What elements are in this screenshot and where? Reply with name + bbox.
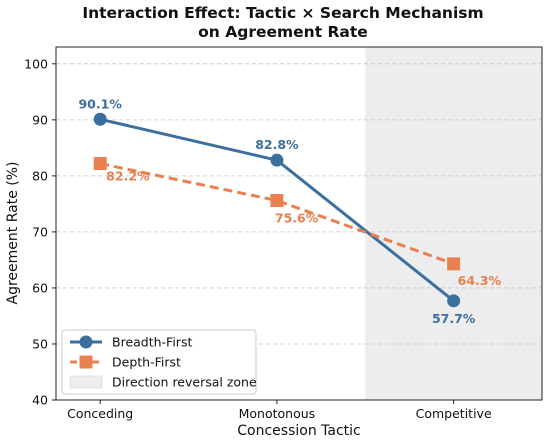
y-tick-label: 40	[32, 393, 48, 408]
data-label: 82.8%	[255, 137, 299, 152]
legend-label: Direction reversal zone	[112, 375, 257, 390]
data-label: 82.2%	[106, 169, 150, 184]
legend-marker	[79, 335, 93, 349]
data-label: 64.3%	[458, 273, 502, 288]
data-point	[93, 112, 107, 126]
plot-frame	[55, 46, 543, 401]
chart-subtitle: on Agreement Rate	[198, 23, 368, 41]
y-tick-label: 90	[32, 112, 48, 127]
legend-marker	[79, 355, 93, 369]
legend-label: Depth-First	[112, 355, 181, 370]
plot-area: 40 50 60 70 80 90 100 Conceding Monotonous Compet…	[24, 46, 543, 421]
y-tick-label: 80	[32, 168, 48, 183]
y-tick-label: 100	[24, 56, 48, 71]
reversal-zone-shade	[365, 47, 542, 400]
x-tick-label: Monotonous	[239, 406, 316, 421]
x-tick-label: Competitive	[416, 406, 492, 421]
data-point	[93, 157, 107, 171]
series-line-depth-first	[99, 162, 455, 266]
x-axis-label: Concession Tactic	[237, 423, 360, 439]
legend-swatch	[69, 375, 103, 389]
data-point	[270, 194, 284, 208]
y-tick-label: 50	[32, 336, 48, 351]
data-label: 57.7%	[432, 311, 476, 326]
data-label: 90.1%	[78, 96, 122, 111]
y-tick-label: 60	[32, 280, 48, 295]
legend-box	[61, 329, 257, 395]
legend-label: Breadth-First	[112, 335, 192, 350]
legend: Breadth-First Depth-First Direction revers…	[61, 329, 257, 395]
y-axis-label: Agreement Rate (%)	[5, 162, 21, 305]
chart-title: Interaction Effect: Tactic × Search Mech…	[82, 4, 483, 22]
data-label: 75.6%	[275, 211, 319, 226]
x-tick-label: Conceding	[67, 406, 133, 421]
data-point	[270, 153, 284, 167]
data-point	[447, 257, 461, 271]
data-point	[447, 294, 461, 308]
y-tick-label: 70	[32, 224, 48, 239]
